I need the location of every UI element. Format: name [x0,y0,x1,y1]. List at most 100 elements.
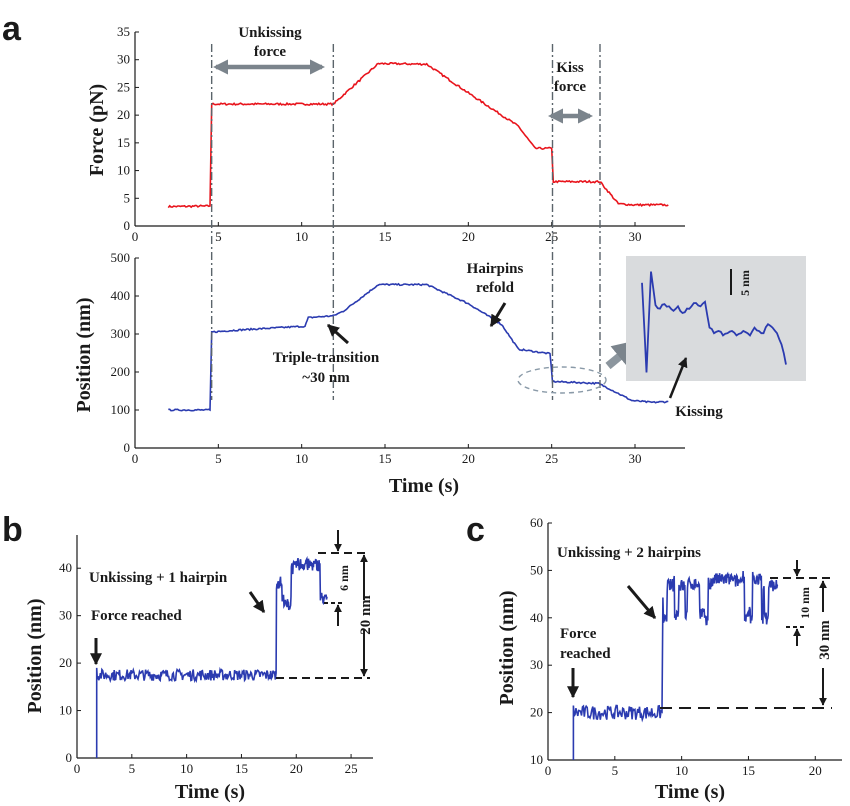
panel-b-x-label: Time (s) [175,781,245,803]
panel-c-y-label: Position (nm) [496,591,518,706]
panel-b-chart: 0 5 10 15 20 25 0 10 20 30 40 Position (nm) Time (… [24,535,373,803]
panel-c-y-tick-label: 40 [530,610,543,625]
panel-b-trace [95,555,328,758]
position-x-tick-label: 30 [629,451,642,466]
c-10nm-label: 10 nm [798,587,812,619]
force-x-tick-label: 10 [295,229,308,244]
panel-c-trace [572,570,779,760]
panel-c-x-tick-label: 5 [612,763,619,778]
panel-b-y-tick-label: 30 [59,608,72,623]
position-x-tick-label: 5 [215,451,222,466]
c-force-reached-label-1: Force [560,626,597,642]
c-30nm-label: 30 nm [817,620,833,660]
force-x-tick-label: 15 [379,229,392,244]
force-y-tick-label: 5 [124,190,131,205]
kiss-force-label-1: Kiss [556,60,584,76]
panel-c-x-tick-label: 0 [545,763,552,778]
force-y-tick-label: 30 [117,52,130,67]
panel-c-y-tick-label: 30 [530,657,543,672]
panel-b-x-tick-label: 20 [290,761,303,776]
force-y-tick-label: 0 [124,218,131,233]
panel-b-y-tick-label: 40 [59,560,72,575]
c-unkissing-arrow [626,585,657,619]
force-y-tick-label: 25 [117,79,130,94]
c-unkissing-2-hairpins-label: Unkissing + 2 hairpins [557,545,701,561]
force-x-tick-label: 5 [215,229,222,244]
panel-b-x-tick-label: 10 [180,761,193,776]
panel-a-label: a [2,10,22,48]
zoom-region-ellipse [517,366,607,394]
panel-c-y-tick-label: 50 [530,562,543,577]
kiss-force-label-2: force [554,79,587,95]
position-x-tick-label: 10 [295,451,308,466]
position-y-tick-label: 500 [111,250,131,265]
position-y-tick-label: 300 [111,326,131,341]
position-y-tick-label: 400 [111,288,131,303]
position-x-tick-label: 25 [545,451,558,466]
panel-c-y-tick-label: 20 [530,705,543,720]
panel-b-x-tick-label: 25 [345,761,358,776]
panel-c-chart: 0 5 10 15 20 10 20 30 40 50 60 Position (nm) Time … [496,515,842,803]
panel-c-x-tick-label: 10 [675,763,688,778]
b-dimension-markers [276,530,370,679]
b-20nm-label: 20 nm [358,595,374,635]
position-y-tick-label: 100 [111,402,131,417]
triple-transition-arrow [326,323,350,345]
triple-transition-label-1: Triple-transition [273,350,380,366]
panel-c-axes: 0 5 10 15 20 10 20 30 40 50 60 [530,515,842,778]
b-unkissing-1-hairpin-label: Unkissing + 1 hairpin [89,570,228,586]
c-dimension-markers [660,560,832,709]
panel-b-y-label: Position (nm) [24,599,46,714]
hairpins-refold-label-2: refold [476,280,515,296]
kissing-label: Kissing [675,404,723,420]
position-y-tick-label: 200 [111,364,131,379]
unkissing-force-label-1: Unkissing [238,25,302,41]
b-force-reached-label: Force reached [91,608,182,624]
force-trace [167,62,669,209]
b-6nm-label: 6 nm [337,565,351,591]
force-y-tick-label: 35 [117,24,130,39]
panel-c-x-label: Time (s) [655,781,725,803]
force-y-tick-label: 15 [117,135,130,150]
force-y-tick-label: 10 [117,163,130,178]
force-x-tick-label: 20 [462,229,475,244]
inset-trace-line [641,271,787,373]
panel-c-label: c [466,511,485,549]
scale-bar-label: 5 nm [738,270,752,296]
force-chart: 0 5 10 15 20 25 30 0 5 10 15 20 25 30 35 Force (pN) [86,24,685,244]
panel-b-label: b [2,511,23,549]
force-axes: 0 5 10 15 20 25 30 0 5 10 15 20 25 30 35 [117,24,685,244]
position-x-tick-label: 15 [379,451,392,466]
force-x-tick-label: 25 [545,229,558,244]
transition-markers [210,44,601,400]
panel-b-y-tick-label: 0 [66,750,73,765]
panel-b-x-tick-label: 0 [74,761,81,776]
position-x-tick-label: 0 [132,451,139,466]
panel-c-y-tick-label: 60 [530,515,543,530]
hairpins-refold-arrow [489,302,507,328]
c-force-reached-label-2: reached [560,646,611,662]
panel-b-x-tick-label: 15 [235,761,248,776]
panel-b-axes: 0 5 10 15 20 25 0 10 20 30 40 [59,535,373,776]
unkissing-force-label-2: force [254,44,287,60]
force-x-tick-label: 30 [629,229,642,244]
position-x-label: Time (s) [389,475,459,497]
panel-b-y-tick-label: 10 [59,703,72,718]
panel-c-y-tick-label: 10 [530,752,543,767]
triple-transition-label-2: ~30 nm [302,370,350,386]
position-trace [168,282,669,412]
position-x-tick-label: 20 [462,451,475,466]
position-y-tick-label: 0 [124,440,131,455]
hairpins-refold-label-1: Hairpins [467,261,524,277]
kissing-inset-trace [641,271,787,373]
force-y-tick-label: 20 [117,107,130,122]
force-x-tick-label: 0 [132,229,139,244]
position-y-label: Position (nm) [73,298,95,413]
b-unkissing-arrow [248,591,266,613]
panel-b-y-tick-label: 20 [59,655,72,670]
panel-b-x-tick-label: 5 [129,761,136,776]
panel-c-x-tick-label: 20 [809,763,822,778]
